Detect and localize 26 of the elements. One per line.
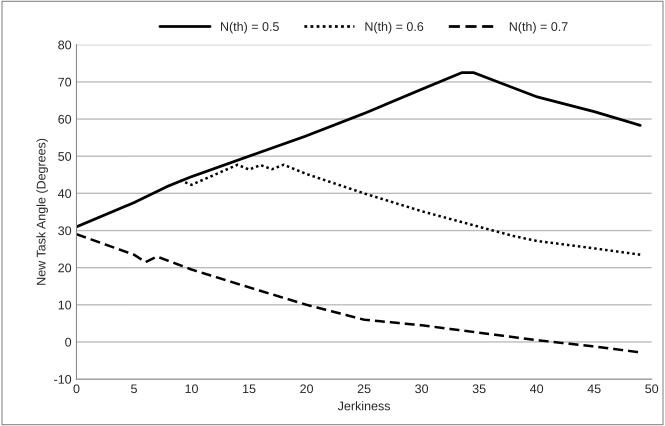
x-tick-label: 35: [472, 384, 486, 394]
y-tick-label: 80: [58, 40, 72, 50]
x-tick-label: 10: [186, 384, 198, 394]
x-tick-label: 30: [415, 384, 428, 394]
y-axis-title: New Task Angle (Degrees): [36, 138, 48, 285]
legend-label: N(th) = 0.6: [365, 22, 424, 34]
y-tick-label: 30: [58, 226, 72, 236]
y-tick-label: 40: [58, 189, 72, 198]
x-tick-label: 20: [300, 384, 314, 394]
x-tick-label: 0: [73, 384, 80, 394]
y-tick-label: 70: [58, 78, 72, 87]
legend-label: N(th) = 0.5: [221, 22, 279, 34]
legend-label: N(th) = 0.7: [510, 22, 568, 34]
y-tick-label: 50: [58, 152, 72, 161]
x-tick-label: 50: [645, 384, 658, 394]
x-tick-label: 5: [131, 384, 137, 394]
x-tick-label: 45: [588, 384, 601, 394]
y-tick-label: 20: [58, 263, 72, 272]
x-tick-label: 40: [530, 384, 544, 394]
x-axis-title: Jerkiness: [338, 401, 390, 410]
y-tick-label: 0: [65, 338, 72, 347]
x-tick-label: 25: [358, 384, 371, 394]
y-tick-label: -10: [54, 374, 72, 384]
y-tick-label: 60: [58, 114, 72, 124]
x-tick-label: 15: [243, 384, 256, 394]
y-tick-label: 10: [58, 300, 72, 310]
